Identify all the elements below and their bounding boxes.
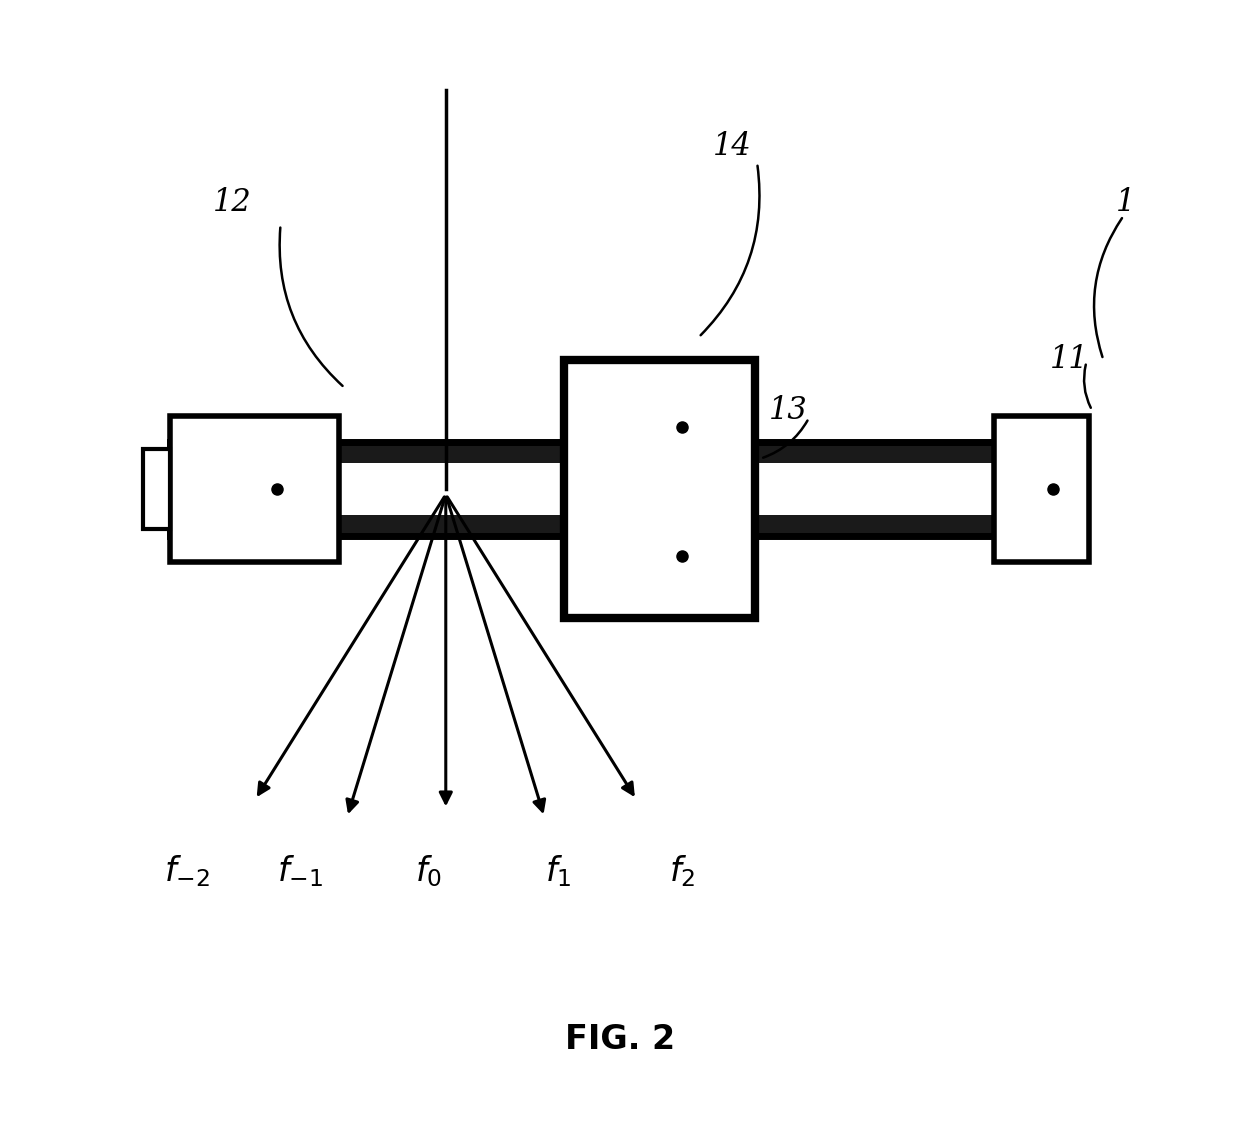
Text: $f_{1}$: $f_{1}$	[544, 853, 572, 889]
Text: 11: 11	[1050, 344, 1089, 375]
FancyBboxPatch shape	[564, 360, 755, 618]
Text: 14: 14	[713, 130, 751, 162]
Text: 13: 13	[769, 395, 808, 426]
FancyBboxPatch shape	[144, 448, 170, 529]
Text: $f_{2}$: $f_{2}$	[668, 853, 694, 889]
Text: FIG. 2: FIG. 2	[565, 1023, 675, 1057]
Text: $f_{-2}$: $f_{-2}$	[164, 853, 211, 889]
Text: $f_{-1}$: $f_{-1}$	[277, 853, 322, 889]
FancyBboxPatch shape	[176, 463, 1064, 515]
Text: $f_{0}$: $f_{0}$	[415, 853, 443, 889]
FancyBboxPatch shape	[170, 416, 339, 562]
Text: 1: 1	[1116, 187, 1136, 218]
FancyBboxPatch shape	[994, 416, 1089, 562]
Text: 12: 12	[213, 187, 252, 218]
FancyBboxPatch shape	[170, 442, 1070, 536]
